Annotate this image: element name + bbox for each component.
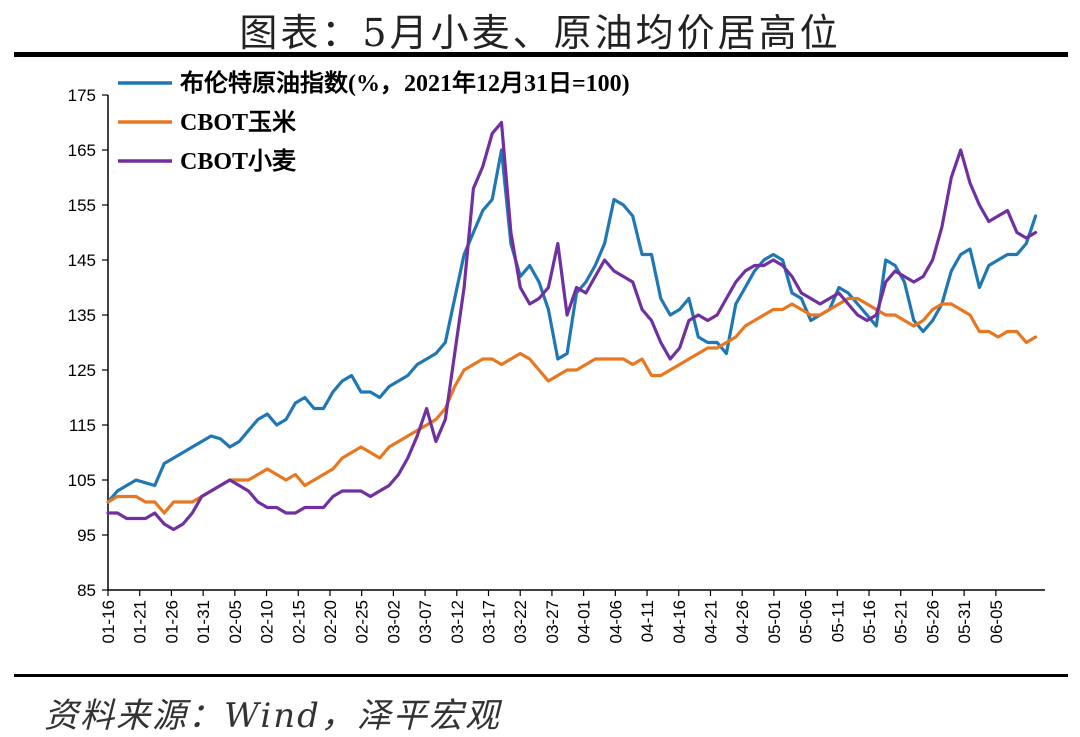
y-tick-label: 155: [68, 196, 96, 215]
x-tick-label: 03-02: [384, 600, 403, 643]
x-tick-label: 05-26: [923, 600, 942, 643]
chart-title: 图表：5月小麦、原油均价居高位: [239, 11, 841, 55]
x-tick-label: 05-11: [828, 600, 847, 642]
x-tick-label: 04-11: [638, 600, 657, 642]
x-tick-label: 03-17: [480, 600, 499, 643]
x-tick-label: 02-20: [321, 600, 340, 643]
x-tick-label: 02-15: [289, 600, 308, 643]
x-tick-label: 04-26: [733, 600, 752, 643]
x-tick-label: 01-31: [194, 600, 213, 643]
x-tick-label: 05-21: [892, 600, 911, 643]
x-tick-label: 04-21: [701, 600, 720, 643]
series-line-0: [106, 148, 1038, 504]
y-tick-label: 105: [68, 471, 96, 490]
x-tick-label: 05-31: [955, 600, 974, 643]
legend-label: CBOT玉米: [180, 109, 296, 136]
x-tick-label: 05-01: [765, 600, 784, 643]
y-tick-label: 125: [68, 361, 96, 380]
chart-legend: 布伦特原油指数(%，2021年12月31日=100) CBOT玉米 CBOT小麦: [118, 69, 630, 175]
y-tick-label: 135: [68, 306, 96, 325]
series-line-2: [106, 120, 1038, 532]
y-tick-label: 175: [68, 86, 96, 105]
x-tick-label: 03-22: [511, 600, 530, 643]
top-rule: [14, 52, 1068, 57]
x-tick-label: 03-07: [416, 600, 435, 643]
x-tick-label: 04-01: [575, 600, 594, 643]
x-tick-label: 02-05: [226, 600, 245, 643]
x-tick-label: 02-10: [258, 600, 277, 643]
series-line-1: [106, 296, 1038, 515]
y-tick-label: 115: [69, 416, 96, 435]
source-note: 资料来源：Wind，泽平宏观: [44, 696, 501, 736]
x-tick-label: 03-12: [448, 600, 467, 643]
x-tick-label: 01-26: [162, 600, 181, 643]
x-tick-label: 04-06: [606, 600, 625, 643]
x-tick-label: 01-21: [131, 600, 150, 643]
x-tick-label: 04-16: [670, 600, 689, 643]
bottom-rule: [14, 674, 1068, 677]
x-tick-label: 03-27: [543, 600, 562, 643]
x-tick-label: 02-25: [353, 600, 372, 643]
x-tick-label: 05-06: [797, 600, 816, 643]
y-tick-label: 145: [68, 251, 96, 270]
y-tick-label: 165: [68, 141, 96, 160]
y-tick-label: 95: [77, 526, 96, 545]
x-tick-label: 05-16: [860, 600, 879, 643]
y-tick-label: 85: [77, 581, 96, 600]
legend-label: CBOT小麦: [180, 148, 297, 175]
x-tick-label: 01-16: [99, 600, 118, 643]
x-tick-label: 06-05: [987, 600, 1006, 643]
legend-label: 布伦特原油指数(%，2021年12月31日=100): [180, 69, 630, 97]
chart-series: [106, 120, 1038, 532]
